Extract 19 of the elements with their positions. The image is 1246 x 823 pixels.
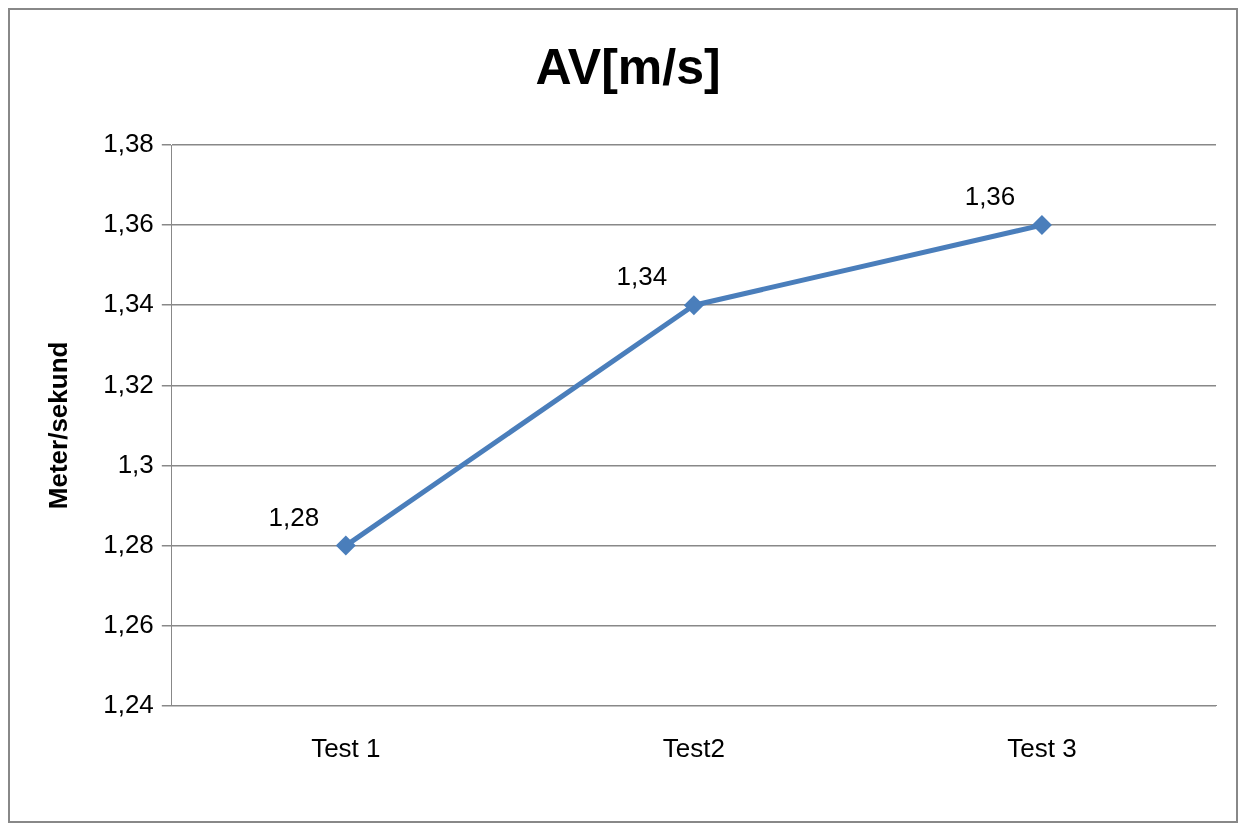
point [683, 295, 704, 316]
point [1031, 215, 1052, 236]
y-tick-label: 1,32 [103, 368, 154, 399]
point [335, 535, 356, 556]
data-label: 1,34 [616, 261, 668, 292]
x-tick-label: Test 1 [311, 732, 381, 763]
y-tick-label: 1,26 [103, 608, 154, 639]
y-tick-label: 1,28 [103, 528, 154, 559]
x-tick-label: Test 3 [1007, 732, 1077, 763]
y-tick-label: 1,38 [103, 128, 154, 159]
x-tick-label: Test2 [662, 732, 725, 763]
y-tick-label: 1,24 [103, 688, 154, 719]
y-axis-title: Meter/sekund [42, 341, 73, 510]
y-tick-label: 1,34 [103, 288, 154, 319]
data-label: 1,36 [964, 181, 1016, 212]
chart-title: AV[m/s] [535, 38, 721, 95]
y-tick-label: 1,36 [103, 208, 154, 239]
data-label: 1,28 [268, 501, 320, 532]
y-tick-label: 1,3 [117, 448, 154, 479]
